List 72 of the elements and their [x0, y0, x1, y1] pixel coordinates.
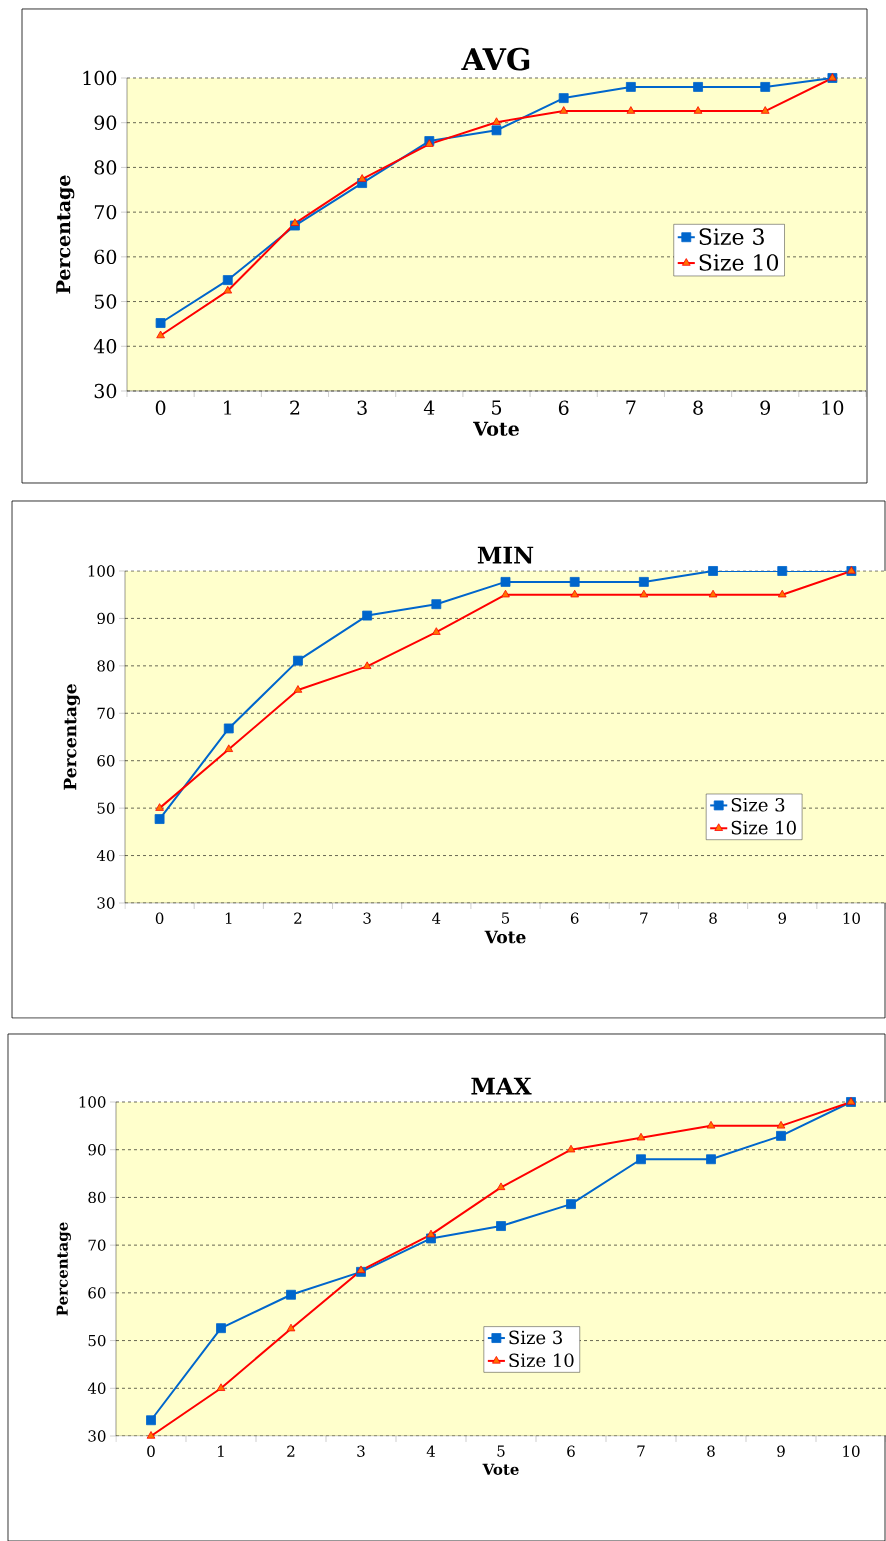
x-tick-label: 3 — [363, 912, 371, 924]
x-tick-label: 0 — [147, 1445, 155, 1457]
x-tick-label: 6 — [567, 1445, 575, 1457]
x-tick-label: 6 — [558, 400, 569, 415]
x-tick-label: 6 — [570, 912, 579, 924]
y-axis-title: Percentage — [63, 684, 80, 790]
x-tick-label: 8 — [709, 912, 717, 924]
y-tick-label: 70 — [97, 707, 115, 719]
y-tick-label: 60 — [97, 755, 115, 767]
legend-label: Size 10 — [699, 254, 779, 271]
y-tick-label: 60 — [88, 1287, 106, 1299]
x-tick-label: 1 — [224, 400, 232, 415]
x-tick-label: 10 — [843, 1445, 860, 1457]
x-tick-label: 3 — [357, 1445, 365, 1457]
y-tick-label: 40 — [87, 1382, 106, 1394]
y-tick-label: 60 — [94, 249, 117, 265]
x-tick-label: 7 — [626, 400, 636, 415]
x-tick-label: 9 — [760, 400, 770, 415]
x-tick-label: 7 — [637, 1445, 645, 1457]
y-tick-label: 80 — [97, 660, 115, 672]
x-tick-label: 2 — [287, 1445, 295, 1457]
x-tick-label: 9 — [777, 1445, 785, 1457]
x-tick-label: 4 — [426, 1445, 436, 1457]
y-axis-title: Percentage — [56, 175, 75, 294]
y-tick-label: 40 — [93, 339, 117, 354]
y-tick-label: 40 — [96, 849, 115, 862]
y-tick-label: 70 — [88, 1239, 106, 1251]
x-tick-label: 1 — [225, 912, 232, 924]
x-tick-label: 8 — [693, 400, 703, 415]
x-tick-label: 3 — [357, 400, 367, 415]
legend-label: Size 3 — [509, 1330, 562, 1345]
x-axis-title: Vote — [473, 421, 519, 436]
y-tick-label: 80 — [88, 1191, 106, 1204]
x-tick-label: 1 — [218, 1445, 224, 1457]
x-axis-title: Vote — [484, 930, 526, 944]
y-tick-label: 30 — [94, 383, 117, 399]
legend-label: Size 3 — [699, 228, 764, 245]
x-tick-label: 4 — [432, 912, 441, 924]
x-tick-label: 10 — [843, 912, 860, 924]
x-tick-label: 0 — [155, 912, 164, 924]
x-tick-label: 10 — [822, 400, 844, 415]
y-tick-label: 90 — [94, 115, 117, 130]
y-tick-label: 100 — [88, 565, 115, 577]
legend-label: Size 3 — [731, 797, 785, 812]
chart-title: AVG — [461, 47, 530, 71]
legend-label: Size 10 — [509, 1353, 574, 1368]
x-tick-label: 2 — [290, 400, 300, 415]
chart-title: MAX — [471, 1077, 532, 1095]
x-tick-label: 4 — [423, 400, 435, 415]
y-tick-label: 30 — [97, 897, 115, 909]
x-tick-label: 5 — [502, 912, 510, 924]
y-tick-label: 50 — [88, 1334, 106, 1347]
y-axis-title: Percentage — [56, 1222, 71, 1316]
y-tick-label: 70 — [94, 204, 117, 220]
chart-title: MIN — [477, 546, 534, 564]
y-tick-label: 100 — [83, 70, 117, 86]
x-tick-label: 8 — [707, 1445, 715, 1457]
legend-label: Size 10 — [731, 820, 796, 835]
y-tick-label: 50 — [94, 294, 117, 309]
y-tick-label: 90 — [88, 1144, 106, 1156]
x-tick-label: 5 — [497, 1445, 505, 1457]
y-tick-label: 90 — [97, 612, 115, 625]
x-tick-label: 2 — [294, 912, 302, 924]
x-tick-label: 0 — [155, 400, 166, 415]
x-axis-title: Vote — [482, 1463, 519, 1475]
y-tick-label: 50 — [97, 802, 115, 814]
x-tick-label: 5 — [492, 400, 502, 415]
x-tick-label: 9 — [778, 912, 786, 924]
y-tick-label: 100 — [79, 1096, 106, 1108]
y-tick-label: 30 — [88, 1430, 106, 1442]
x-tick-label: 7 — [640, 912, 648, 924]
y-tick-label: 80 — [94, 160, 117, 175]
